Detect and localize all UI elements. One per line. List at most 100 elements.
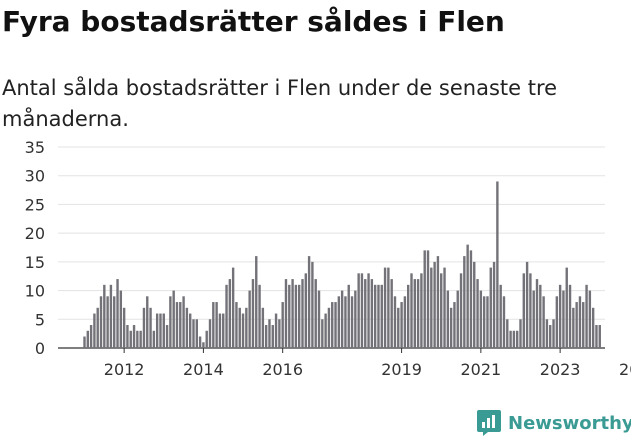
- bar: [245, 307, 248, 348]
- bar: [89, 325, 93, 348]
- bar: [152, 330, 156, 348]
- bar: [231, 267, 235, 348]
- bar: [582, 302, 585, 348]
- bar: [132, 325, 136, 348]
- bar: [294, 284, 298, 348]
- bar: [202, 342, 205, 348]
- x-tick-label: 2012: [104, 360, 145, 379]
- bar: [459, 273, 463, 348]
- bar: [185, 307, 189, 348]
- bar: [515, 330, 519, 348]
- bar: [545, 319, 549, 348]
- bar: [109, 284, 113, 348]
- bar: [251, 279, 255, 348]
- bar: [106, 296, 109, 348]
- bar: [354, 290, 357, 348]
- bar: [126, 325, 129, 348]
- bar: [278, 319, 281, 348]
- bar: [549, 325, 552, 348]
- bar: [258, 284, 261, 348]
- bar: [364, 279, 367, 348]
- bar: [340, 290, 344, 348]
- bar: [453, 302, 456, 348]
- bar: [377, 284, 380, 348]
- bar: [324, 313, 327, 348]
- bar: [575, 302, 578, 348]
- bar: [288, 284, 291, 348]
- bar: [489, 267, 492, 348]
- bar: [555, 296, 559, 348]
- bar: [281, 302, 284, 348]
- x-tick-label: 2016: [262, 360, 303, 379]
- bar: [512, 330, 516, 348]
- y-tick-label: 15: [25, 253, 45, 272]
- bar: [222, 313, 225, 348]
- bar: [598, 325, 601, 348]
- bar: [113, 296, 116, 348]
- bar: [195, 319, 198, 348]
- y-tick-label: 5: [35, 310, 45, 329]
- bar: [572, 307, 575, 348]
- bar: [360, 273, 364, 348]
- bar: [476, 279, 479, 348]
- bar: [238, 307, 241, 348]
- bar: [565, 267, 568, 348]
- bar: [301, 279, 304, 348]
- bar: [433, 261, 436, 348]
- bar: [241, 313, 245, 348]
- bar: [146, 296, 149, 348]
- bar: [430, 267, 433, 348]
- bar: [271, 325, 274, 348]
- bar: [542, 296, 545, 348]
- bar: [403, 296, 407, 348]
- brand-name: Newsworthy: [508, 412, 631, 434]
- bar: [255, 256, 258, 348]
- bar: [192, 319, 195, 348]
- bar: [456, 290, 459, 348]
- bar: [139, 330, 142, 348]
- bar: [218, 313, 222, 348]
- bar: [116, 279, 119, 348]
- bar: [83, 336, 86, 348]
- bar: [179, 302, 182, 348]
- bar: [142, 307, 146, 348]
- bar: [558, 284, 562, 348]
- bar: [350, 296, 354, 348]
- bar: [235, 302, 238, 348]
- bar: [208, 319, 212, 348]
- bar: [380, 284, 383, 348]
- bar: [136, 330, 139, 348]
- bar: [311, 261, 314, 348]
- bar: [129, 330, 132, 348]
- bar: [502, 296, 506, 348]
- bar: [400, 302, 403, 348]
- bar: [552, 319, 555, 348]
- bar: [215, 302, 218, 348]
- y-axis-ticks: 0 5 10 15 20 25 30 35: [25, 138, 45, 358]
- bar: [274, 313, 278, 348]
- bar: [321, 319, 324, 348]
- bar: [473, 261, 476, 348]
- x-tick-label: 2019: [381, 360, 422, 379]
- newsworthy-brand[interactable]: Newsworthy: [476, 408, 631, 438]
- bar: [506, 319, 509, 348]
- bar: [149, 307, 152, 348]
- bar: [159, 313, 162, 348]
- x-tick-label: 2023: [540, 360, 581, 379]
- newsworthy-logo-icon: [477, 410, 501, 436]
- bar: [96, 307, 99, 348]
- bar: [535, 279, 539, 348]
- bar: [205, 330, 208, 348]
- bar: [93, 313, 96, 348]
- bar: [357, 273, 360, 348]
- bar: [327, 307, 331, 348]
- bar: [198, 336, 202, 348]
- bar: [337, 296, 341, 348]
- bar: [175, 302, 179, 348]
- bar: [446, 290, 450, 348]
- bar: [169, 296, 172, 348]
- bar: [479, 290, 483, 348]
- bar: [568, 284, 572, 348]
